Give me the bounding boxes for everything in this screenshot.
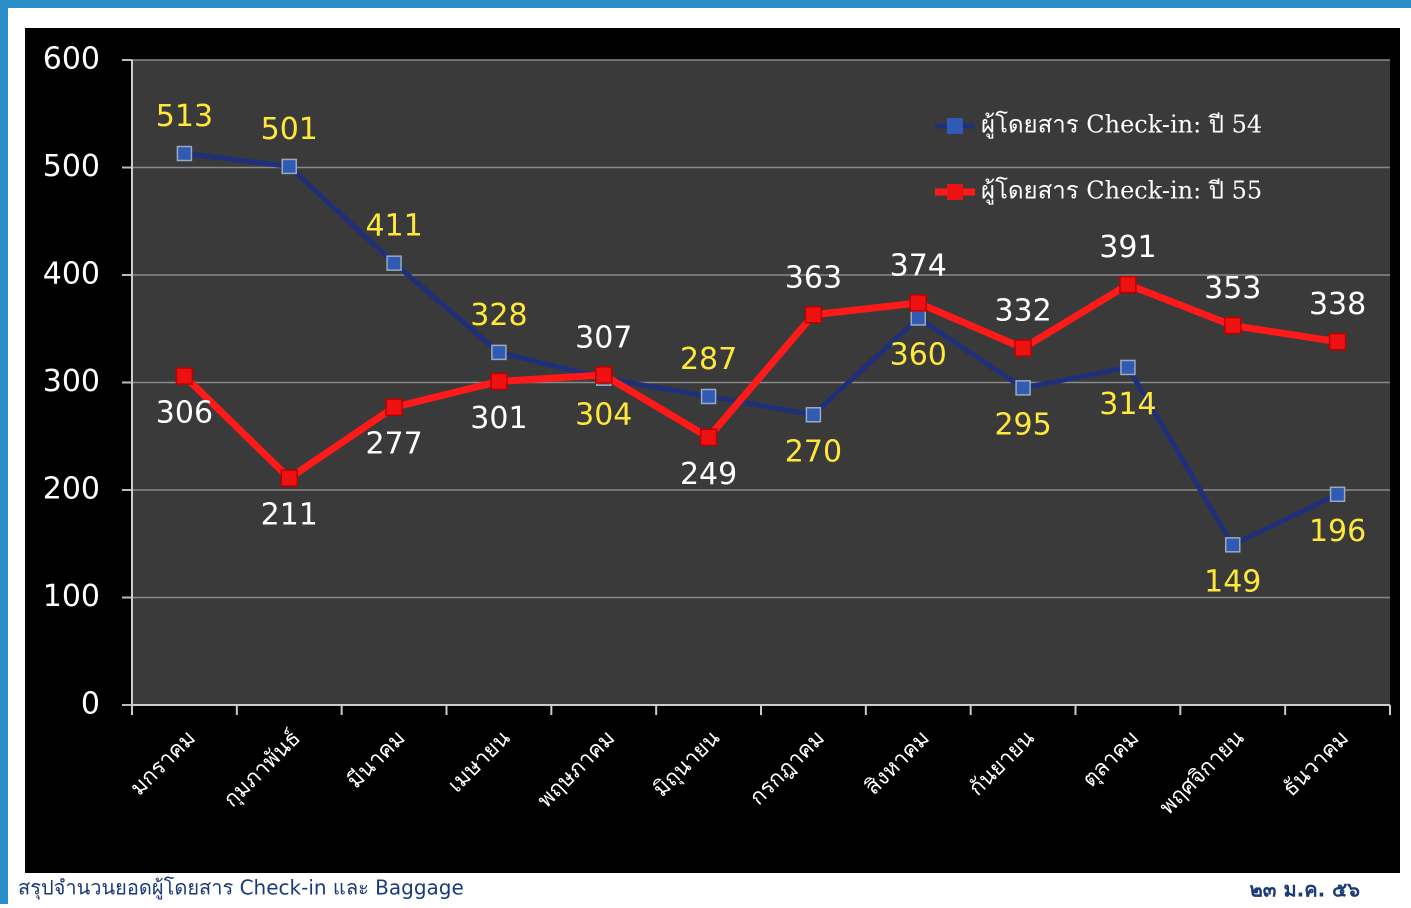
marker bbox=[385, 398, 403, 416]
data-label: 249 bbox=[680, 457, 737, 492]
marker bbox=[176, 145, 193, 162]
marker bbox=[175, 367, 194, 385]
data-label: 211 bbox=[261, 498, 318, 533]
marker bbox=[1328, 332, 1347, 351]
marker bbox=[595, 366, 613, 384]
marker bbox=[910, 310, 926, 326]
legend-marker bbox=[947, 184, 963, 200]
legend-label: ผู้โดยสาร Check-in: ปี 55 bbox=[981, 177, 1262, 206]
marker bbox=[700, 388, 717, 405]
top-strip bbox=[0, 0, 1411, 8]
marker bbox=[1014, 339, 1032, 357]
marker bbox=[699, 428, 718, 447]
data-label: 306 bbox=[156, 396, 213, 431]
marker bbox=[280, 469, 298, 487]
footer-right: ๒๓ ม.ค. ๕๖ bbox=[1250, 878, 1361, 902]
marker bbox=[1225, 537, 1241, 553]
y-tick-label: 0 bbox=[81, 687, 100, 722]
data-label: 353 bbox=[1204, 271, 1261, 306]
data-label: 332 bbox=[994, 294, 1051, 329]
marker bbox=[1224, 316, 1242, 335]
legend-label: ผู้โดยสาร Check-in: ปี 54 bbox=[981, 111, 1262, 140]
data-label: 328 bbox=[470, 298, 527, 333]
marker bbox=[805, 407, 822, 423]
data-label: 411 bbox=[365, 209, 422, 244]
data-label: 295 bbox=[994, 407, 1051, 442]
data-label: 196 bbox=[1309, 514, 1366, 549]
marker bbox=[281, 158, 297, 175]
marker bbox=[491, 344, 507, 361]
series-line bbox=[181, 281, 1339, 482]
legend-marker bbox=[947, 118, 963, 134]
y-tick-label: 200 bbox=[43, 472, 100, 507]
y-tick-label: 100 bbox=[43, 579, 100, 614]
data-label: 277 bbox=[365, 427, 422, 462]
marker bbox=[909, 294, 927, 312]
data-label: 304 bbox=[575, 398, 632, 433]
data-label: 314 bbox=[1099, 387, 1156, 422]
data-label: 513 bbox=[156, 99, 213, 134]
marker bbox=[386, 255, 402, 271]
data-label: 338 bbox=[1309, 287, 1366, 322]
footer-left: สรุปจำนวนยอดผู้โดยสาร Check-in และ Bagga… bbox=[18, 876, 464, 901]
y-tick-label: 500 bbox=[43, 149, 100, 184]
data-label: 363 bbox=[785, 260, 842, 295]
marker bbox=[804, 306, 823, 324]
data-label: 391 bbox=[1099, 230, 1156, 265]
data-label: 501 bbox=[261, 112, 318, 147]
data-label: 301 bbox=[470, 401, 527, 436]
marker bbox=[1119, 275, 1137, 294]
left-strip bbox=[0, 0, 8, 904]
data-label: 270 bbox=[785, 434, 842, 469]
data-label: 149 bbox=[1204, 564, 1261, 599]
data-label: 360 bbox=[890, 338, 947, 373]
series-line bbox=[184, 151, 1339, 548]
data-label: 374 bbox=[890, 248, 947, 283]
data-label: 307 bbox=[575, 320, 632, 355]
y-tick-label: 300 bbox=[43, 364, 100, 399]
marker bbox=[1120, 359, 1136, 376]
y-tick-label: 400 bbox=[43, 257, 100, 292]
marker bbox=[1329, 486, 1346, 503]
data-label: 287 bbox=[680, 342, 737, 377]
marker bbox=[490, 372, 508, 391]
marker bbox=[1015, 380, 1031, 396]
y-tick-label: 600 bbox=[43, 42, 100, 77]
